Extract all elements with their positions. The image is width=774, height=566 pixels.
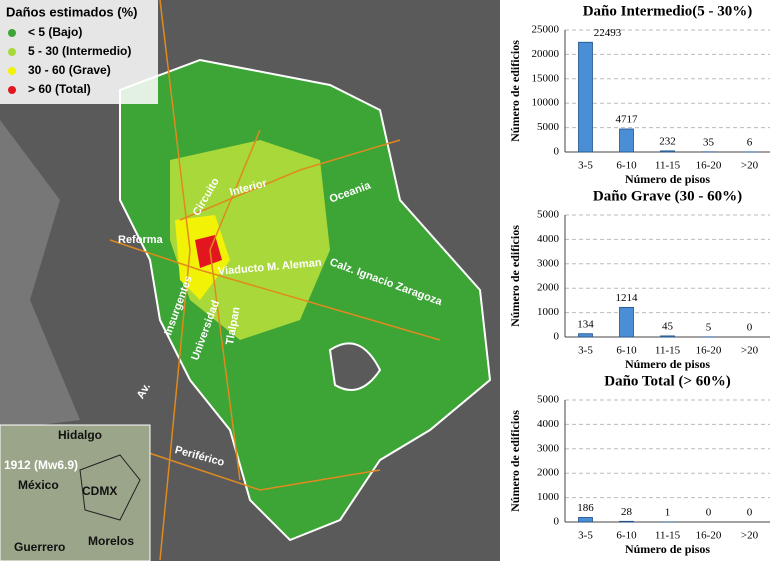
y-tick-label: 0 [554, 146, 560, 158]
x-tick-label: 6-10 [616, 530, 637, 542]
legend-label: 5 - 30 (Intermedio) [28, 44, 131, 58]
y-tick-label: 2000 [537, 467, 560, 479]
y-tick-label: 3000 [537, 442, 560, 454]
y-axis-label: Número de edificios [508, 410, 522, 512]
y-tick-label: 1000 [537, 491, 560, 503]
data-label: 134 [577, 318, 594, 330]
x-tick-label: 3-5 [578, 160, 593, 172]
data-label: 0 [706, 507, 712, 519]
x-tick-label: 11-15 [655, 345, 681, 357]
road-label: Reforma [118, 234, 164, 246]
x-tick-label: 16-20 [696, 160, 722, 172]
chart-title: Daño Grave (30 - 60%) [593, 188, 742, 204]
data-label: 5 [706, 321, 712, 333]
y-tick-label: 5000 [537, 121, 560, 133]
y-tick-label: 3000 [537, 257, 560, 269]
data-label: 232 [659, 135, 676, 147]
x-tick-label: >20 [741, 345, 759, 357]
x-tick-label: >20 [741, 530, 759, 542]
bar [661, 336, 675, 337]
data-label: 45 [662, 320, 674, 332]
y-tick-label: 5000 [537, 209, 560, 221]
y-tick-label: 4000 [537, 418, 560, 430]
y-tick-label: 15000 [532, 72, 560, 84]
bar [620, 129, 634, 152]
x-axis-label: Número de pisos [625, 542, 710, 556]
y-tick-label: 2000 [537, 282, 560, 294]
x-tick-label: 11-15 [655, 530, 681, 542]
legend-label: > 60 (Total) [28, 82, 91, 96]
chart-title: Daño Intermedio(5 - 30%) [583, 3, 753, 19]
y-tick-label: 4000 [537, 233, 560, 245]
legend-swatch [8, 48, 16, 56]
y-tick-label: 25000 [532, 24, 560, 36]
x-axis-label: Número de pisos [625, 172, 710, 186]
legend-swatch [8, 67, 16, 75]
x-tick-label: 3-5 [578, 530, 593, 542]
data-label: 1214 [616, 292, 639, 304]
inset-label: Morelos [88, 534, 134, 548]
data-label: 28 [621, 506, 633, 518]
bar [620, 521, 634, 522]
inset-label: Guerrero [14, 540, 65, 554]
x-tick-label: >20 [741, 160, 759, 172]
legend-label: 30 - 60 (Grave) [28, 63, 111, 77]
data-label: 1 [665, 507, 671, 519]
charts: Daño Intermedio(5 - 30%) Número de edific… [508, 3, 770, 555]
x-tick-label: 3-5 [578, 345, 593, 357]
y-axis-label: Número de edificios [508, 225, 522, 327]
legend-label: < 5 (Bajo) [28, 25, 82, 39]
data-label: 186 [577, 502, 594, 514]
x-tick-label: 11-15 [655, 160, 681, 172]
data-label: 0 [747, 507, 753, 519]
bar [579, 42, 593, 152]
bar [661, 151, 675, 152]
y-tick-label: 0 [554, 331, 560, 343]
legend-swatch [8, 29, 16, 37]
y-tick-label: 1000 [537, 306, 560, 318]
inset-label: CDMX [82, 484, 117, 498]
y-axis-label: Número de edificios [508, 40, 522, 142]
x-axis-label: Número de pisos [625, 357, 710, 371]
y-tick-label: 20000 [532, 48, 560, 60]
y-tick-label: 5000 [537, 394, 560, 406]
legend-title: Daños estimados (%) [6, 4, 137, 19]
data-label: 22493 [594, 27, 622, 39]
y-tick-label: 0 [554, 516, 560, 528]
bar [579, 517, 593, 522]
data-label: 6 [747, 137, 753, 149]
legend-swatch [8, 86, 16, 94]
inset-label: 1912 (Mw6.9) [4, 458, 78, 472]
x-tick-label: 16-20 [696, 345, 722, 357]
data-label: 35 [703, 136, 715, 148]
x-tick-label: 16-20 [696, 530, 722, 542]
data-label: 0 [747, 322, 753, 334]
x-tick-label: 6-10 [616, 345, 637, 357]
inset-label: Hidalgo [58, 428, 102, 442]
y-tick-label: 10000 [532, 97, 560, 109]
map: Daños estimados (%) < 5 (Bajo) 5 - 30 (In… [0, 0, 500, 561]
bar [620, 307, 634, 337]
inset-label: México [18, 478, 59, 492]
bar [579, 334, 593, 337]
x-tick-label: 6-10 [616, 160, 637, 172]
chart-title: Daño Total (> 60%) [604, 373, 730, 389]
data-label: 4717 [616, 114, 639, 126]
